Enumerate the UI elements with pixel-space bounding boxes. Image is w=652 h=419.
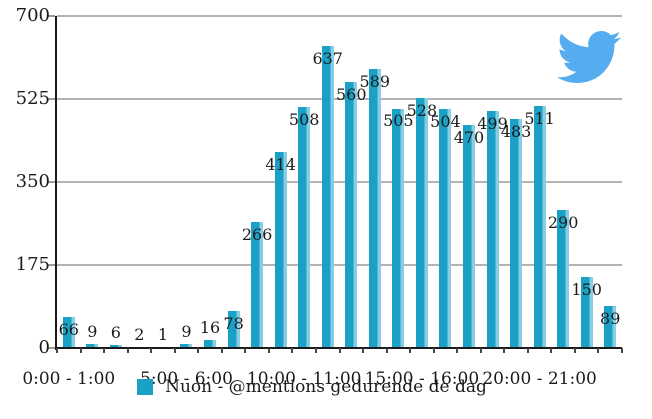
gridline: [57, 15, 622, 17]
bar: [298, 107, 311, 348]
bar-value-label: 589: [359, 71, 391, 91]
gridline: [57, 264, 622, 266]
bar: [345, 82, 358, 348]
x-axis-tick: [409, 348, 412, 353]
y-axis-tick: [48, 15, 55, 17]
bar: [604, 305, 617, 348]
bar-value-label: 637: [312, 48, 343, 68]
x-axis-tick: [362, 348, 365, 353]
x-axis-tick: [103, 348, 106, 353]
y-axis-line: [55, 16, 57, 350]
bar: [486, 111, 499, 348]
y-axis-tick: [48, 347, 55, 349]
bar-value-label: 150: [571, 279, 602, 299]
bar: [415, 97, 428, 348]
bar: [580, 276, 593, 348]
x-axis-tick-label: 20:00 - 21:00: [482, 369, 597, 389]
bar: [439, 108, 452, 348]
x-axis-tick: [267, 348, 270, 353]
bar-value-label: 9: [87, 321, 98, 341]
x-axis-tick: [79, 348, 82, 353]
bar: [204, 340, 217, 348]
bar: [392, 108, 405, 348]
y-axis-tick: [48, 264, 55, 266]
bar-value-label: 66: [58, 319, 79, 339]
bar: [227, 311, 240, 348]
bar-value-label: 560: [335, 85, 367, 105]
bar-value-label: 470: [453, 128, 485, 148]
x-axis-tick: [621, 348, 623, 353]
legend-swatch-icon: [137, 379, 154, 395]
bar: [274, 151, 287, 348]
bar-value-label: 266: [241, 224, 273, 244]
y-axis-tick-label: 0: [38, 337, 50, 358]
bar-value-label: 290: [547, 213, 579, 233]
x-axis-tick: [314, 348, 317, 353]
x-axis-tick: [526, 348, 529, 353]
bar-value-label: 414: [265, 154, 296, 174]
bar: [321, 45, 334, 348]
bar-value-label: 505: [383, 111, 414, 131]
x-axis-tick: [150, 348, 153, 353]
x-axis-tick-label: 5:00 - 6:00: [140, 369, 233, 389]
bar: [557, 210, 570, 348]
bar: [109, 345, 122, 348]
x-axis-tick: [126, 348, 129, 353]
x-axis-tick-label: 15:00 - 16:00: [364, 369, 480, 389]
plot-area: 0 175 350 525 700 66 9 6 2 1 9 16 78 266 414 508 637 560 5…: [16, 6, 623, 389]
bar-value-label: 89: [600, 308, 621, 328]
bar-value-label: 16: [199, 318, 221, 338]
bar: [62, 316, 75, 348]
bar-value-label: 1: [157, 325, 169, 344]
bar: [86, 343, 99, 348]
x-axis-tick-label: 10:00 - 11:00: [246, 369, 362, 389]
x-axis-tick: [573, 348, 576, 353]
y-axis-tick-label: 175: [15, 254, 50, 275]
gridline: [57, 98, 622, 100]
chart-legend: Nuon - @mentions gedurende de dag: [0, 377, 652, 397]
x-axis-tick: [173, 348, 176, 353]
x-axis-tick: [503, 348, 506, 353]
bar-value-label: 504: [430, 111, 461, 131]
bar: [510, 118, 523, 348]
x-axis-tick: [385, 348, 388, 353]
y-axis-tick-label: 700: [15, 5, 50, 26]
bar: [533, 105, 546, 348]
bar: [251, 221, 264, 348]
gridline: [57, 181, 622, 183]
x-axis-tick: [56, 348, 58, 353]
x-axis-tick: [291, 348, 294, 353]
bar: [180, 343, 193, 348]
x-axis-tick: [479, 348, 482, 353]
x-axis-tick: [432, 348, 435, 353]
x-axis-tick: [244, 348, 247, 353]
bar: [462, 125, 475, 348]
y-axis-tick-label: 350: [15, 171, 50, 192]
bar-value-label: 511: [524, 108, 555, 128]
bar-value-label: 528: [406, 100, 438, 120]
twitter-bird-icon: [557, 31, 621, 83]
y-axis-tick: [48, 181, 55, 183]
bar-value-label: 6: [110, 323, 121, 343]
x-axis-tick: [220, 348, 223, 353]
y-axis-tick-label: 525: [15, 88, 50, 109]
x-axis-tick-label: 0:00 - 1:00: [22, 369, 116, 389]
x-axis-tick: [197, 348, 200, 353]
bar-value-label: 78: [223, 314, 244, 333]
y-axis-tick: [48, 98, 55, 100]
bar-value-label: 499: [477, 114, 508, 134]
x-axis-tick: [597, 348, 600, 353]
x-axis-tick: [550, 348, 553, 353]
x-axis-tick: [456, 348, 459, 353]
bar: [368, 68, 381, 348]
bar-value-label: 508: [288, 110, 320, 130]
bar-value-label: 483: [500, 121, 532, 141]
bar-value-label: 2: [134, 325, 145, 344]
x-axis-tick: [338, 348, 341, 353]
legend-label: Nuon - @mentions gedurende de dag: [165, 377, 487, 397]
bar-value-label: 9: [181, 321, 192, 341]
